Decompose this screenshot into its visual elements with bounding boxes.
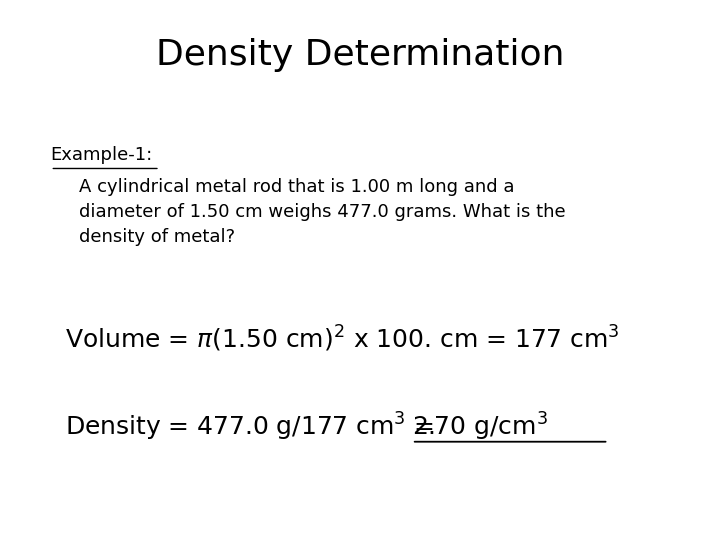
Text: A cylindrical metal rod that is 1.00 m long and a
diameter of 1.50 cm weighs 477: A cylindrical metal rod that is 1.00 m l… <box>79 178 566 246</box>
Text: Example-1:: Example-1: <box>50 146 153 164</box>
Text: Density Determination: Density Determination <box>156 38 564 72</box>
Text: 2.70 g/cm$^3$: 2.70 g/cm$^3$ <box>412 410 548 443</box>
Text: Density = 477.0 g/177 cm$^3$ =: Density = 477.0 g/177 cm$^3$ = <box>65 410 436 443</box>
Text: Volume = $\pi$(1.50 cm)$^2$ x 100. cm = 177 cm$^3$: Volume = $\pi$(1.50 cm)$^2$ x 100. cm = … <box>65 324 619 354</box>
